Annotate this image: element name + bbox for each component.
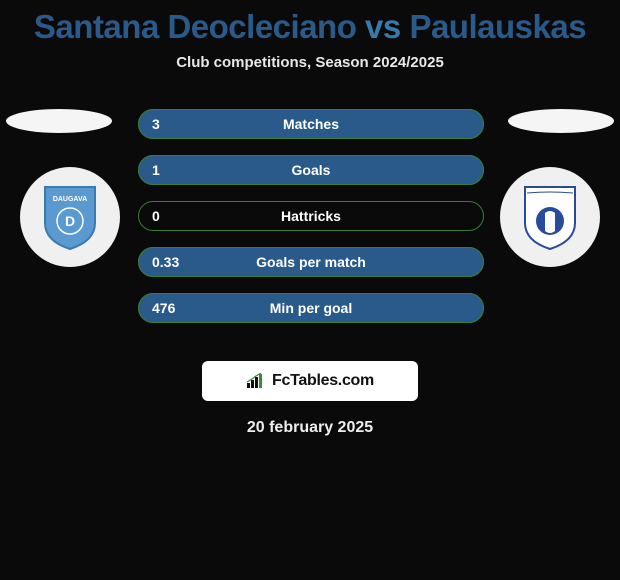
stat-label: Matches (283, 116, 339, 132)
stat-bars: 3 Matches 1 Goals 0 Hattricks 0.33 Goals per ma… (138, 109, 484, 339)
flag-left (6, 109, 112, 133)
club-badge-left: DAUGAVA D (20, 167, 120, 267)
shield-icon: DAUGAVA D (41, 183, 99, 251)
branding-badge[interactable]: FcTables.com (202, 361, 418, 401)
stat-label: Hattricks (281, 208, 341, 224)
stat-label: Goals (292, 162, 331, 178)
stat-value: 3 (152, 116, 160, 132)
stat-row: 1 Goals (138, 155, 484, 185)
stat-value: 1 (152, 162, 160, 178)
stat-row: 0.33 Goals per match (138, 247, 484, 277)
club-badge-right (500, 167, 600, 267)
branding-text: FcTables.com (272, 372, 374, 390)
svg-text:DAUGAVA: DAUGAVA (53, 196, 87, 203)
subtitle: Club competitions, Season 2024/2025 (0, 54, 620, 71)
vs-text: vs (365, 8, 401, 45)
footer-date: 20 february 2025 (0, 419, 620, 437)
stat-value: 476 (152, 300, 175, 316)
stat-label: Min per goal (270, 300, 352, 316)
stats-area: DAUGAVA D 3 Matches 1 Goals 0 Hattricks 0.33 Go… (0, 109, 620, 349)
stat-label: Goals per match (256, 254, 366, 270)
chart-icon (246, 373, 266, 389)
stat-value: 0.33 (152, 254, 179, 270)
infographic-container: Santana Deocleciano vs Paulauskas Club c… (0, 0, 620, 437)
stat-row: 0 Hattricks (138, 201, 484, 231)
stat-value: 0 (152, 208, 160, 224)
player2-name: Paulauskas (409, 8, 586, 45)
stat-row: 3 Matches (138, 109, 484, 139)
shield-icon (521, 183, 579, 251)
player1-name: Santana Deocleciano (34, 8, 356, 45)
svg-text:D: D (65, 213, 75, 229)
comparison-title: Santana Deocleciano vs Paulauskas (0, 0, 620, 46)
flag-right (508, 109, 614, 133)
stat-row: 476 Min per goal (138, 293, 484, 323)
